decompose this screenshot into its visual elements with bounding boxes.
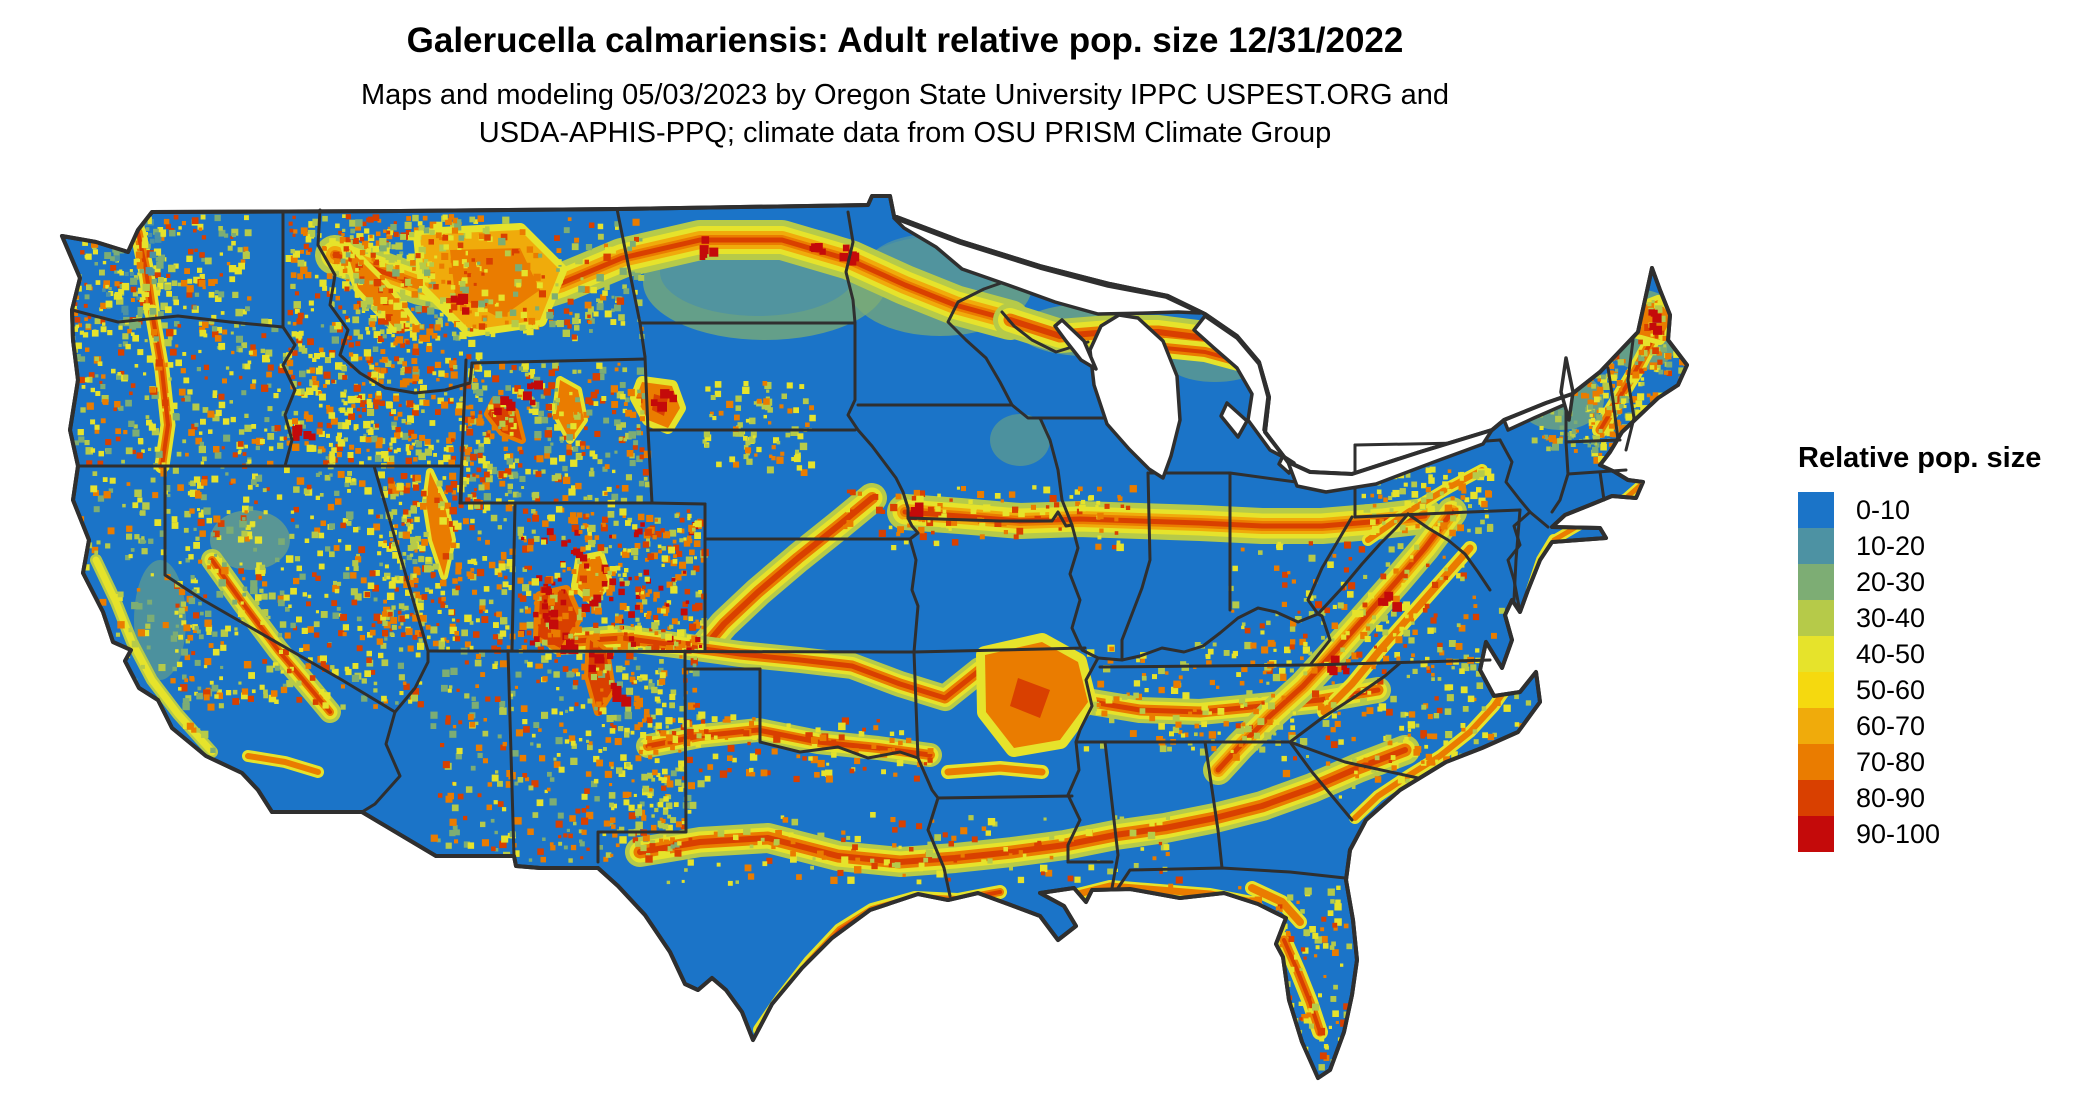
legend-item: 10-20 — [1798, 528, 2088, 564]
legend-swatch — [1798, 636, 1834, 672]
legend-item: 30-40 — [1798, 600, 2088, 636]
legend-swatch — [1798, 492, 1834, 528]
legend-title: Relative pop. size — [1798, 442, 2042, 474]
legend-label: 30-40 — [1856, 602, 1926, 633]
legend-label: 60-70 — [1856, 710, 1926, 741]
legend-label: 50-60 — [1856, 674, 1926, 705]
map-title-block: Galerucella calmariensis: Adult relative… — [55, 20, 1755, 62]
legend-item: 70-80 — [1798, 744, 2088, 780]
map-subtitle: Maps and modeling 05/03/2023 by Oregon S… — [55, 76, 1755, 152]
legend-label: 80-90 — [1856, 782, 1926, 813]
legend-item: 40-50 — [1798, 636, 2088, 672]
legend-swatch — [1798, 600, 1834, 636]
legend-swatch — [1798, 708, 1834, 744]
legend-label: 0-10 — [1856, 494, 1911, 525]
legend-label: 20-30 — [1856, 566, 1926, 597]
legend-swatch — [1798, 744, 1834, 780]
legend-item: 90-100 — [1798, 816, 2088, 852]
legend-swatch — [1798, 564, 1834, 600]
legend-item: 0-10 — [1798, 492, 2088, 528]
legend-item: 80-90 — [1798, 780, 2088, 816]
legend-label: 10-20 — [1856, 530, 1926, 561]
legend-item: 50-60 — [1798, 672, 2088, 708]
legend: Relative pop. size 0-10 10-20 20-30 30-40 40… — [1798, 442, 2088, 852]
legend-item: 20-30 — [1798, 564, 2088, 600]
legend-label: 90-100 — [1856, 818, 1941, 849]
legend-label: 40-50 — [1856, 638, 1926, 669]
page-title: Galerucella calmariensis: Adult relative… — [406, 21, 1404, 60]
legend-swatch — [1798, 672, 1834, 708]
legend-item: 60-70 — [1798, 708, 2088, 744]
legend-items: 0-10 10-20 20-30 30-40 40-50 50-60 60-70 70-80 8… — [1798, 492, 2088, 852]
legend-swatch — [1798, 528, 1834, 564]
legend-swatch — [1798, 780, 1834, 816]
legend-swatch — [1798, 816, 1834, 852]
legend-label: 70-80 — [1856, 746, 1926, 777]
subtitle-line-2: USDA-APHIS-PPQ; climate data from OSU PR… — [478, 117, 1332, 149]
subtitle-line-1: Maps and modeling 05/03/2023 by Oregon S… — [360, 79, 1450, 111]
